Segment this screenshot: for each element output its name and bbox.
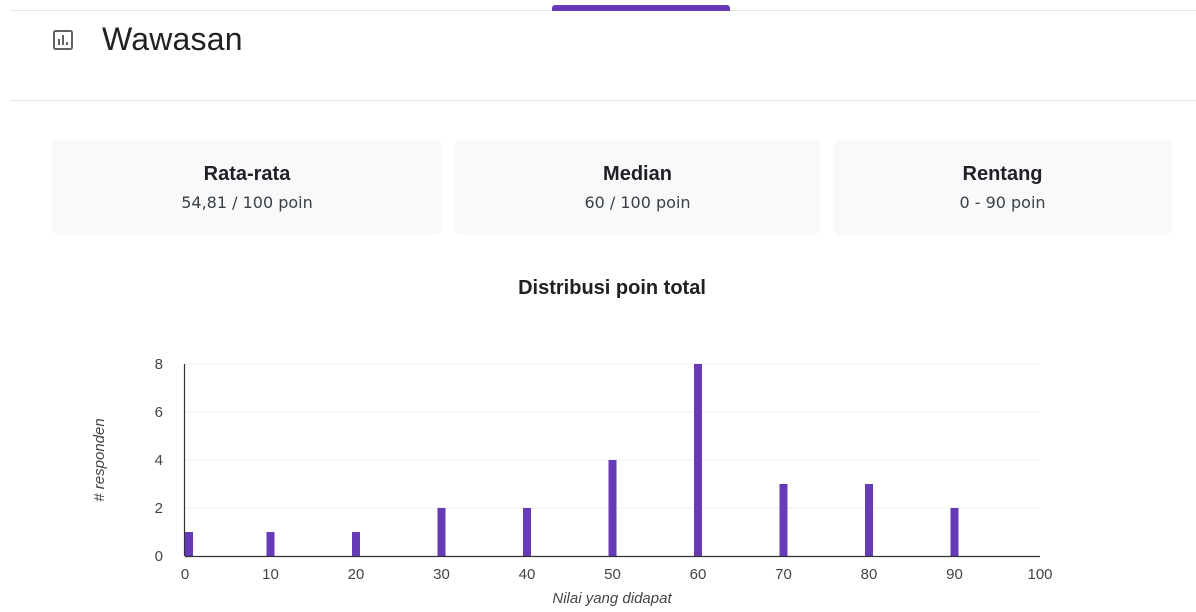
stat-label-range: Rentang <box>962 163 1043 185</box>
y-axis-title: # responden <box>91 418 108 501</box>
x-tick-label: 0 <box>181 566 189 583</box>
y-tick-label: 8 <box>155 356 163 373</box>
stat-value-average: 54,81 / 100 poin <box>181 193 313 212</box>
x-tick-label: 80 <box>861 566 878 583</box>
bar <box>437 508 446 556</box>
x-tick-label: 10 <box>262 566 279 583</box>
x-tick-label: 90 <box>946 566 963 583</box>
y-tick-label: 0 <box>155 548 163 565</box>
stat-value-median: 60 / 100 poin <box>584 193 691 212</box>
page-title: Wawasan <box>102 21 243 57</box>
bar <box>694 364 702 556</box>
bar <box>779 484 788 556</box>
x-tick-label: 40 <box>519 566 536 583</box>
insights-header: Wawasan <box>0 0 1196 101</box>
bar <box>608 460 617 556</box>
y-tick-label: 6 <box>155 404 163 421</box>
bar <box>865 484 873 556</box>
bar <box>950 508 959 556</box>
stat-card-average: Rata-rata 54,81 / 100 poin <box>52 140 442 235</box>
x-tick-label: 30 <box>433 566 450 583</box>
stat-label-median: Median <box>603 163 672 185</box>
stat-label-average: Rata-rata <box>203 163 291 185</box>
y-tick-label: 2 <box>155 500 163 517</box>
x-tick-label: 60 <box>690 566 707 583</box>
y-tick-label: 4 <box>155 452 163 469</box>
active-tab-indicator <box>552 5 730 11</box>
x-tick-label: 100 <box>1027 566 1052 583</box>
bar <box>352 532 360 556</box>
stat-value-range: 0 - 90 poin <box>959 193 1046 212</box>
stat-card-median: Median 60 / 100 poin <box>455 140 820 235</box>
bar-chart-icon <box>53 30 73 50</box>
x-tick-label: 70 <box>775 566 792 583</box>
bar <box>266 532 275 556</box>
stat-card-range: Rentang 0 - 90 poin <box>833 140 1172 235</box>
x-tick-label: 50 <box>604 566 621 583</box>
bar <box>523 508 531 556</box>
bar <box>185 532 193 556</box>
chart-title: Distribusi poin total <box>518 277 706 299</box>
x-tick-label: 20 <box>348 566 365 583</box>
x-axis-title: Nilai yang didapat <box>552 590 672 607</box>
header-divider <box>10 100 1196 101</box>
